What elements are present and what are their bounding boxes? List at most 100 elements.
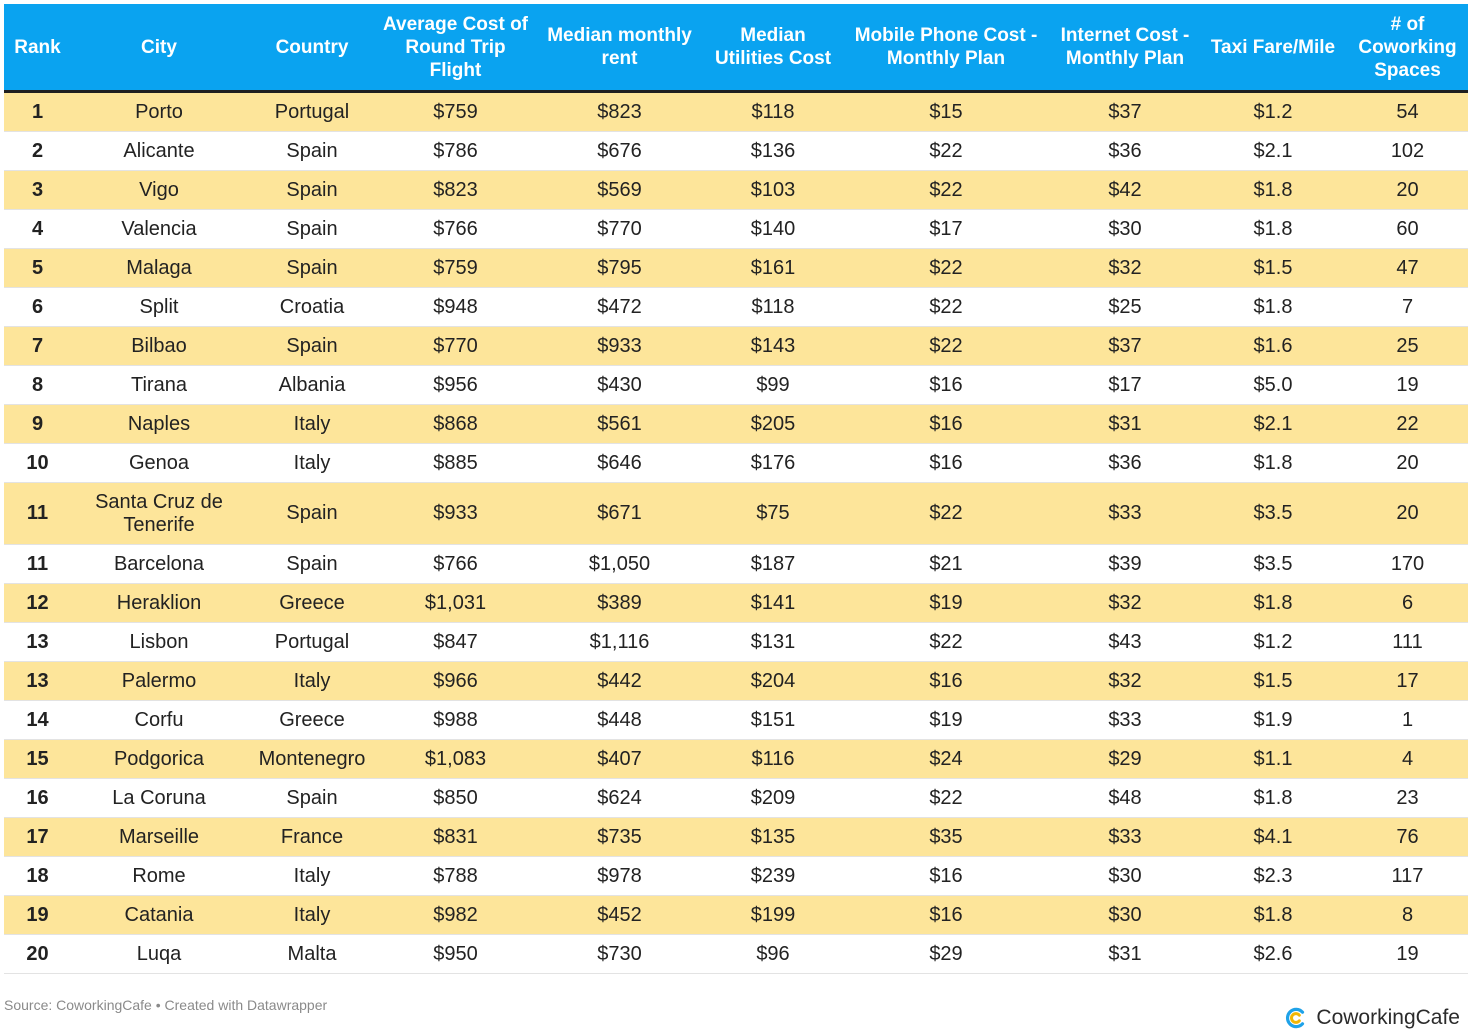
table-cell: $448 [534,700,705,740]
table-cell: $730 [534,934,705,974]
table-cell: Albania [247,365,377,405]
table-cell: 7 [1347,287,1468,327]
table-cell: $766 [377,209,534,249]
table-cell: Italy [247,404,377,444]
table-cell: $22 [841,170,1051,210]
table-cell: Porto [71,91,247,132]
table-cell: $1.8 [1199,170,1347,210]
table-cell: $1,050 [534,544,705,584]
table-cell: $36 [1051,131,1199,171]
table-cell: $118 [705,91,841,132]
cost-of-living-table: Rank City Country Average Cost of Round Tri… [4,4,1468,974]
table-cell: $118 [705,287,841,327]
table-cell: $16 [841,856,1051,896]
table-cell: 60 [1347,209,1468,249]
table-cell: $3.5 [1199,544,1347,584]
table-cell: $141 [705,583,841,623]
table-cell: $671 [534,482,705,545]
table-cell: $786 [377,131,534,171]
table-cell: Spain [247,544,377,584]
table-cell: $30 [1051,856,1199,896]
table-cell: Greece [247,700,377,740]
table-cell: Naples [71,404,247,444]
table-cell: 22 [1347,404,1468,444]
table-row: 8 Tirana Albania $956 $430 $99 $16 $17 $5.0 19 [4,365,1468,405]
table-cell: $1.6 [1199,326,1347,366]
table-cell: $29 [841,934,1051,974]
table-cell: $22 [841,287,1051,327]
table-cell: 19 [1347,934,1468,974]
table-cell: Italy [247,443,377,483]
table-cell: $1.8 [1199,895,1347,935]
table-cell: $1.8 [1199,778,1347,818]
table-cell: $199 [705,895,841,935]
table-cell: $982 [377,895,534,935]
table-cell: $31 [1051,404,1199,444]
table-cell: 23 [1347,778,1468,818]
rank-cell: 4 [4,209,71,249]
table-cell: Spain [247,170,377,210]
table-cell: $103 [705,170,841,210]
table-cell: $31 [1051,934,1199,974]
table-cell: $1,116 [534,622,705,662]
table-cell: $452 [534,895,705,935]
table-cell: $42 [1051,170,1199,210]
table-cell: $933 [534,326,705,366]
rank-cell: 10 [4,443,71,483]
table-cell: $1.5 [1199,248,1347,288]
rank-cell: 9 [4,404,71,444]
rank-cell: 14 [4,700,71,740]
rank-cell: 13 [4,661,71,701]
table-cell: France [247,817,377,857]
column-header: # of Coworking Spaces [1347,4,1468,93]
table-cell: $204 [705,661,841,701]
table-cell: $187 [705,544,841,584]
table-cell: $22 [841,482,1051,545]
table-row: 11 Santa Cruz de Tenerife Spain $933 $671 $75… [4,482,1468,545]
table-cell: $15 [841,91,1051,132]
table-cell: $442 [534,661,705,701]
table-cell: $39 [1051,544,1199,584]
table-cell: Spain [247,482,377,545]
table-cell: $131 [705,622,841,662]
table-cell: $795 [534,248,705,288]
brand-mark: CoworkingCafe [1284,1006,1460,1030]
table-cell: $2.1 [1199,131,1347,171]
rank-cell: 11 [4,482,71,545]
coworkingcafe-logo-icon [1286,1007,1305,1029]
table-cell: $735 [534,817,705,857]
table-row: 3 Vigo Spain $823 $569 $103 $22 $42 $1.8 20 [4,170,1468,210]
table-cell: Santa Cruz de Tenerife [71,482,247,545]
column-header: Average Cost of Round Trip Flight [377,4,534,93]
table-cell: Genoa [71,443,247,483]
table-cell: Podgorica [71,739,247,779]
table-row: 15 Podgorica Montenegro $1,083 $407 $116 $24 $2… [4,739,1468,779]
rank-cell: 16 [4,778,71,818]
table-cell: $2.1 [1199,404,1347,444]
table-cell: $2.6 [1199,934,1347,974]
table-cell: $32 [1051,661,1199,701]
table-cell: $1.8 [1199,583,1347,623]
table-cell: $43 [1051,622,1199,662]
table-cell: $22 [841,778,1051,818]
table-cell: Italy [247,895,377,935]
table-cell: $32 [1051,583,1199,623]
table-row: 5 Malaga Spain $759 $795 $161 $22 $32 $1.5 47 [4,248,1468,288]
table-cell: $17 [841,209,1051,249]
rank-cell: 1 [4,91,71,132]
table-cell: $823 [534,91,705,132]
table-cell: $116 [705,739,841,779]
table-cell: 1 [1347,700,1468,740]
table-cell: Bilbao [71,326,247,366]
table-cell: $161 [705,248,841,288]
table-cell: $4.1 [1199,817,1347,857]
table-cell: $788 [377,856,534,896]
table-cell: $966 [377,661,534,701]
table-cell: $24 [841,739,1051,779]
table-cell: $209 [705,778,841,818]
table-cell: 20 [1347,482,1468,545]
table-cell: $2.3 [1199,856,1347,896]
table-cell: $29 [1051,739,1199,779]
table-cell: $1.9 [1199,700,1347,740]
table-row: 7 Bilbao Spain $770 $933 $143 $22 $37 $1.6 25 [4,326,1468,366]
